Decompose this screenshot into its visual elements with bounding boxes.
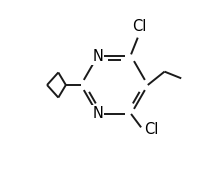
- Text: Cl: Cl: [145, 122, 159, 137]
- Text: N: N: [92, 106, 103, 121]
- Text: Cl: Cl: [132, 19, 147, 34]
- Text: N: N: [92, 49, 103, 64]
